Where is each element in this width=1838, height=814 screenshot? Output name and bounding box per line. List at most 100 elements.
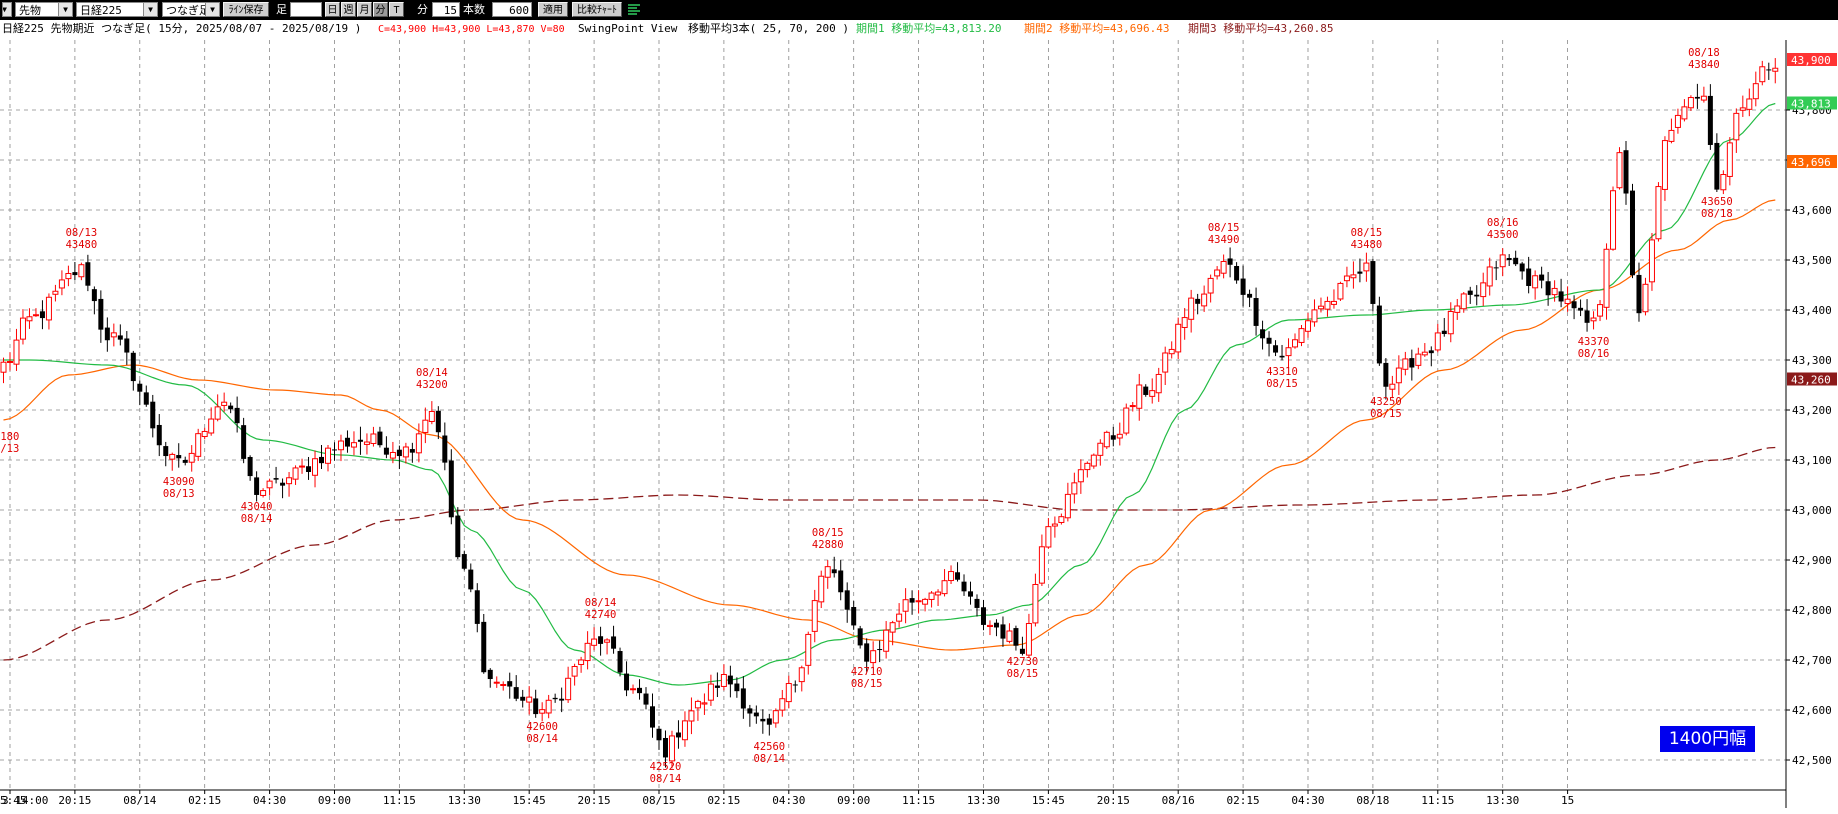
candle-body [325,447,331,464]
period-button[interactable]: 月 [357,2,372,17]
chevron-down-icon: ▼ [58,3,72,16]
swing-label-line1: 43090 [163,476,195,488]
contract-select-value: つなぎ足 [166,4,210,17]
candle [1324,296,1331,317]
period-button[interactable]: T [389,2,404,17]
count-input[interactable]: 600 [492,2,532,17]
candle [1493,260,1499,281]
swing-view-label: SwingPoint View [578,22,678,35]
candle-body [513,687,519,699]
candle [1545,272,1551,306]
candle [169,452,176,471]
candle [39,300,45,330]
candle [1175,317,1182,360]
candle [91,286,97,315]
candle-body [1746,98,1753,110]
candle [896,603,903,628]
period-button[interactable]: 週 [341,2,356,17]
candle-body [1019,648,1025,654]
compare-chart-button[interactable]: 比較ﾁｬｰﾄ [572,2,622,17]
candle-body [331,449,337,451]
window-menu-dropdown[interactable]: ▼ [2,2,12,17]
candle-body [630,688,637,691]
candle [78,262,85,281]
candle [188,445,195,472]
candle [1266,331,1272,357]
candle-body [1143,386,1149,395]
candle [1558,278,1564,308]
candle [266,478,273,496]
swing-label-line2: 08/16 [1578,348,1610,360]
price-tag-label: 43,900 [1791,54,1831,67]
candle [1739,95,1746,117]
candle-body [844,590,850,610]
swing-point-labels: 08/13434804318008/134309008/134304008/14… [0,47,1733,785]
candle-body [681,720,688,741]
candle-body [208,418,215,434]
candle [1195,293,1201,315]
candle [1311,299,1318,327]
apply-button[interactable]: 適用 [538,2,568,17]
time-tick-label: 04:30 [1291,794,1324,807]
index-select[interactable]: 日経225 ▼ [76,2,158,17]
candle [1201,285,1208,312]
candle [857,625,863,649]
candle [720,664,727,691]
candle [611,625,617,654]
price-tick-label: 43,300 [1792,354,1832,367]
price-tag: 43,696 [1787,155,1837,169]
candle-body [565,677,572,701]
candle-body [1752,83,1759,100]
candle-body [838,570,844,593]
candle [182,456,188,466]
contract-select[interactable]: つなぎ足 ▼ [162,2,220,17]
hamburger-icon[interactable] [627,2,641,17]
candle [448,449,454,525]
time-tick-label: 04:30 [253,794,286,807]
minute-input[interactable]: 15 [432,2,460,17]
ma3-path [3,446,1776,661]
swing-label-line2: 08/15 [1007,668,1039,680]
candle-body [805,633,812,666]
swing-label-line2: 43500 [1487,229,1519,241]
swing-label-line1: 08/15 [1208,222,1240,234]
candle-body [1097,442,1104,456]
candle [363,433,370,455]
foot-input[interactable] [290,2,322,17]
line-save-button[interactable]: ﾗｲﾝ保存 [223,2,269,17]
candle [1733,108,1740,153]
candle-body [747,708,753,714]
swing-label-line2: 43480 [1351,239,1383,251]
candle-body [1603,248,1610,308]
candle [883,621,890,659]
candle-body [1707,95,1713,145]
candle [662,730,668,768]
candle-body [1330,300,1337,305]
ma2-path [3,199,1776,651]
candle [701,693,708,715]
candle [1188,289,1195,333]
candle [280,478,286,499]
candle-body [389,451,396,459]
swing-label-line2: 08/14 [241,513,273,525]
time-axis-start-label: 3 14:00 [2,794,48,807]
candle [422,407,429,444]
candle [792,680,798,693]
period-button[interactable]: 分 [373,2,388,17]
candle-body [1616,152,1623,189]
candle-body [637,687,643,694]
market-select[interactable]: 先物 ▼ [15,2,73,17]
candle-body [1298,328,1305,343]
candle [143,385,149,407]
candle-body [104,327,110,341]
candle [1687,95,1694,111]
price-tag-box [1787,372,1837,386]
candle-body [1389,383,1396,390]
candle [922,597,929,612]
candle-body [520,696,526,701]
candle [1726,137,1733,186]
candle [681,711,688,747]
period-button[interactable]: 日 [325,2,340,17]
candle [442,422,448,471]
candle-body [1038,546,1045,584]
